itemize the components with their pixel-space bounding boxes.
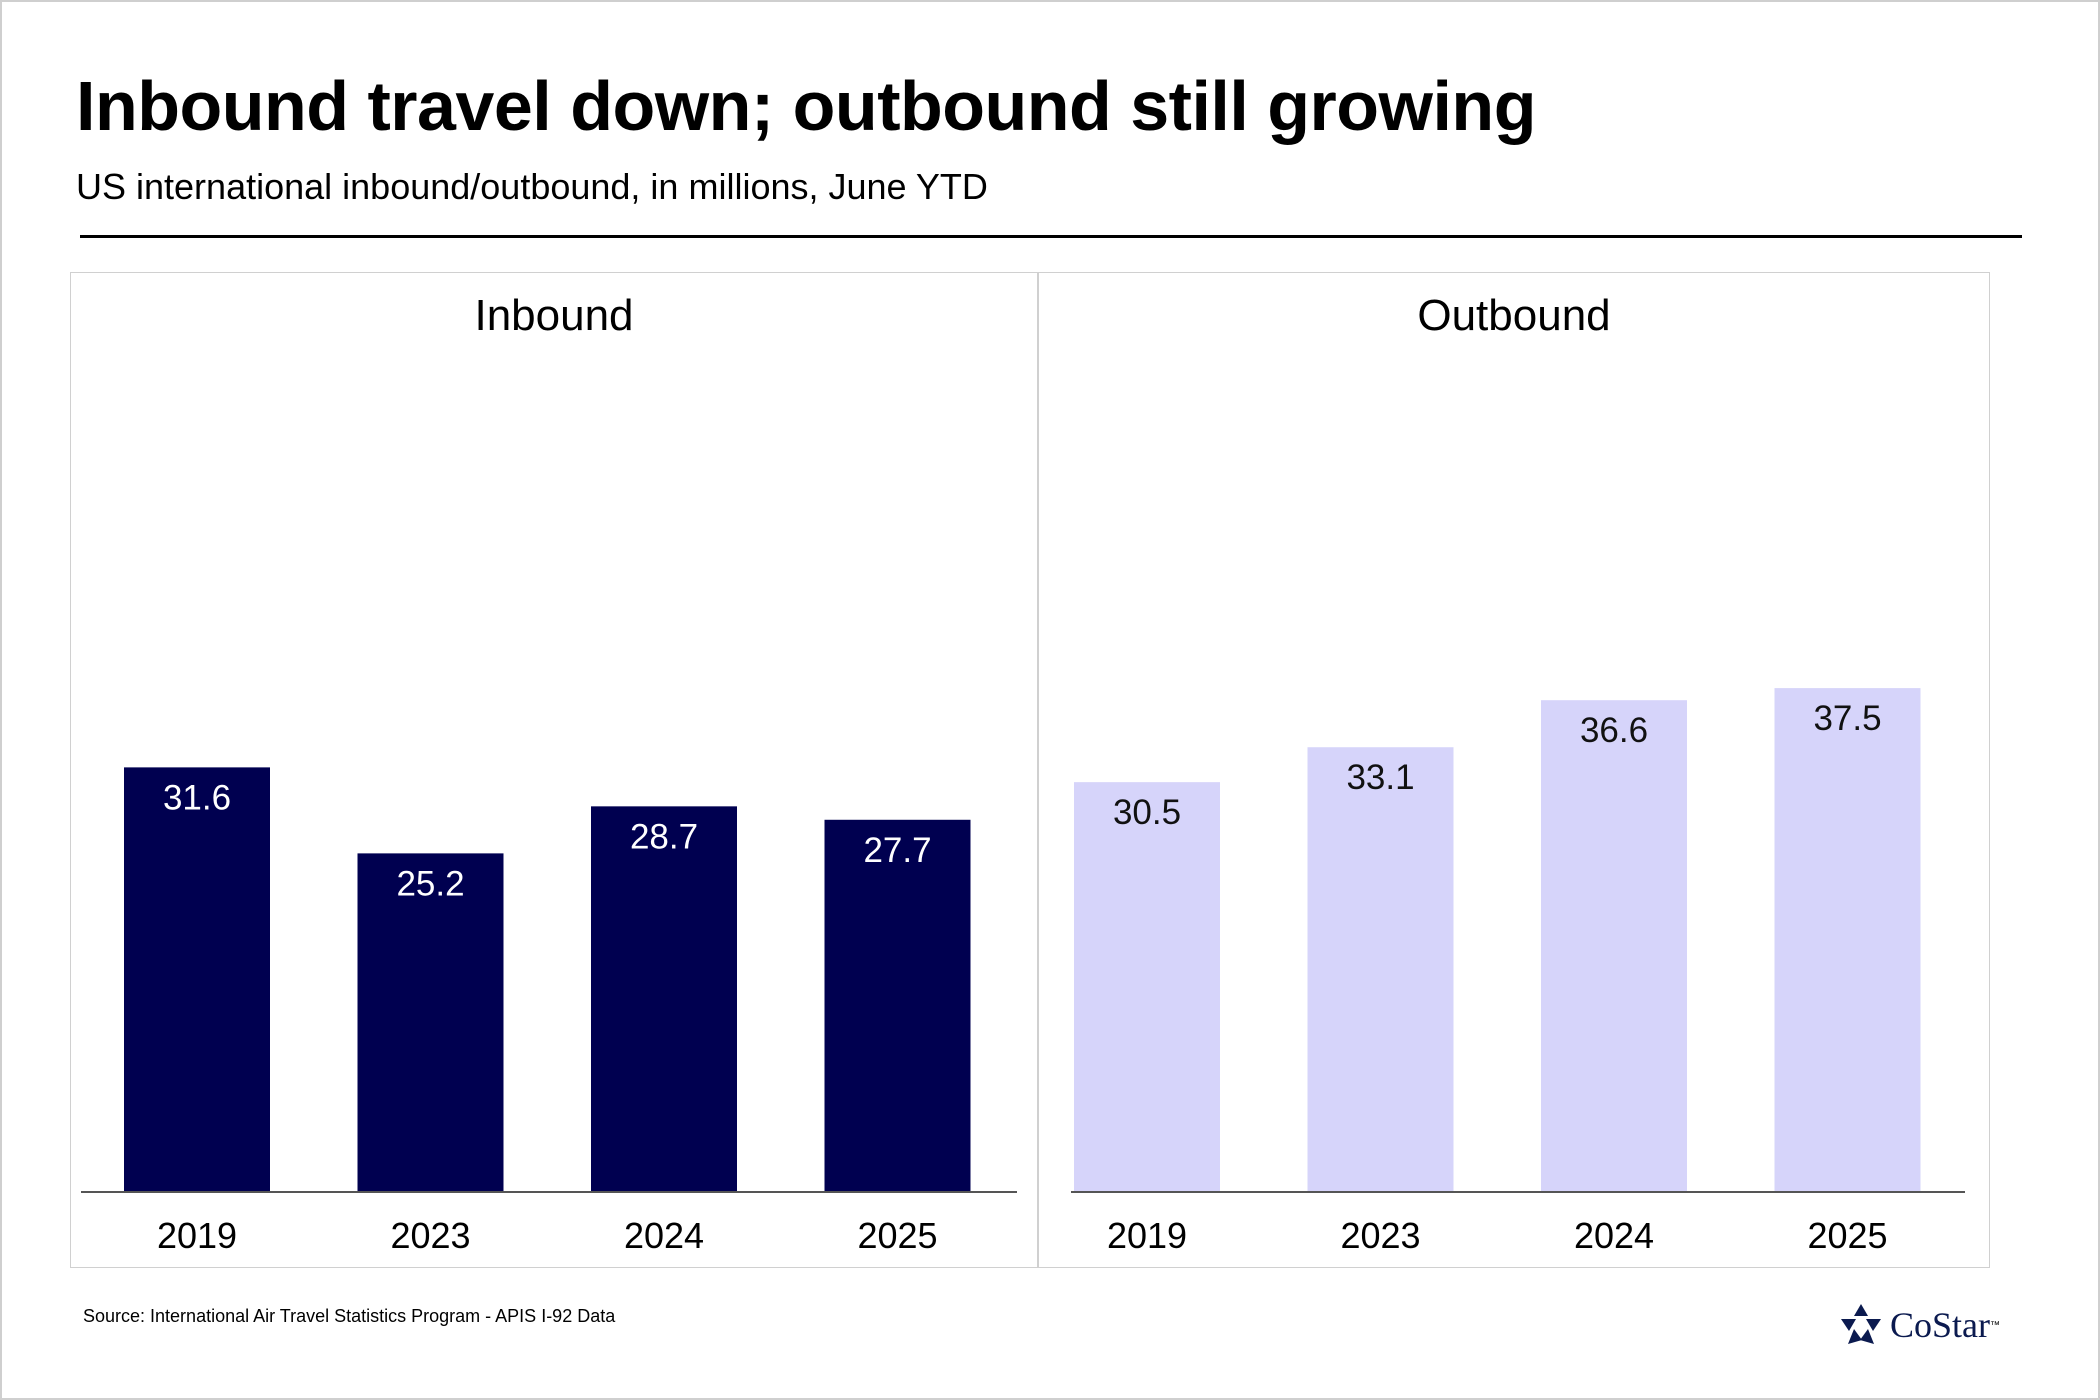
outbound-panel-title: Outbound — [1417, 291, 1611, 340]
chart-title: Inbound travel down; outbound still grow… — [76, 67, 1536, 145]
outbound-bar-2025 — [1774, 688, 1921, 1192]
inbound-bar-2019 — [124, 767, 270, 1192]
outbound-x-tick-label-2023: 2023 — [1340, 1215, 1420, 1256]
outbound-data-label-2025: 37.5 — [1813, 699, 1881, 738]
outbound-data-label-2019: 30.5 — [1113, 793, 1181, 832]
outbound-data-label-2023: 33.1 — [1346, 758, 1414, 797]
inbound-bar-chart: 31.6 2019 25.2 2023 28.7 2024 27.7 2025 — [81, 767, 1017, 1256]
outbound-bar-2024 — [1541, 700, 1687, 1192]
inbound-x-tick-label-2023: 2023 — [390, 1215, 470, 1256]
costar-trademark: ™ — [1990, 1319, 2001, 1331]
inbound-x-tick-label-2019: 2019 — [157, 1215, 237, 1256]
inbound-x-tick-label-2024: 2024 — [624, 1215, 704, 1256]
inbound-panel: Inbound 31.6 2019 25.2 2023 28.7 2024 27.7 2025 — [70, 272, 1038, 1268]
inbound-panel-title: Inbound — [474, 291, 634, 340]
outbound-x-tick-label-2024: 2024 — [1574, 1215, 1654, 1256]
inbound-data-label-2023: 25.2 — [396, 864, 464, 903]
costar-star-icon — [1841, 1304, 1881, 1344]
inbound-x-tick-label-2025: 2025 — [857, 1215, 937, 1256]
inbound-data-label-2025: 27.7 — [863, 831, 931, 870]
inbound-bar-2025 — [824, 819, 971, 1192]
outbound-bar-chart: 30.5 2019 33.1 2023 36.6 2024 37.5 2025 — [1071, 688, 1965, 1256]
outbound-x-tick-label-2025: 2025 — [1807, 1215, 1887, 1256]
outbound-panel: Outbound 30.5 2019 33.1 2023 36.6 2024 37.5 202… — [1038, 272, 1990, 1268]
inbound-bar-2023 — [357, 853, 504, 1192]
source-note: Source: International Air Travel Statist… — [83, 1306, 616, 1326]
inbound-data-label-2019: 31.6 — [163, 778, 231, 817]
outbound-bar-2019 — [1074, 782, 1220, 1192]
costar-logo: CoStar ™ — [1838, 1302, 2000, 1348]
inbound-bar-2024 — [591, 806, 737, 1192]
chart-subtitle: US international inbound/outbound, in mi… — [76, 166, 988, 207]
outbound-x-tick-label-2019: 2019 — [1107, 1215, 1187, 1256]
costar-logo-text: CoStar — [1890, 1305, 1991, 1345]
outbound-data-label-2024: 36.6 — [1580, 711, 1648, 750]
title-divider — [80, 235, 2022, 238]
outbound-bar-2023 — [1307, 747, 1454, 1192]
inbound-data-label-2024: 28.7 — [630, 817, 698, 856]
